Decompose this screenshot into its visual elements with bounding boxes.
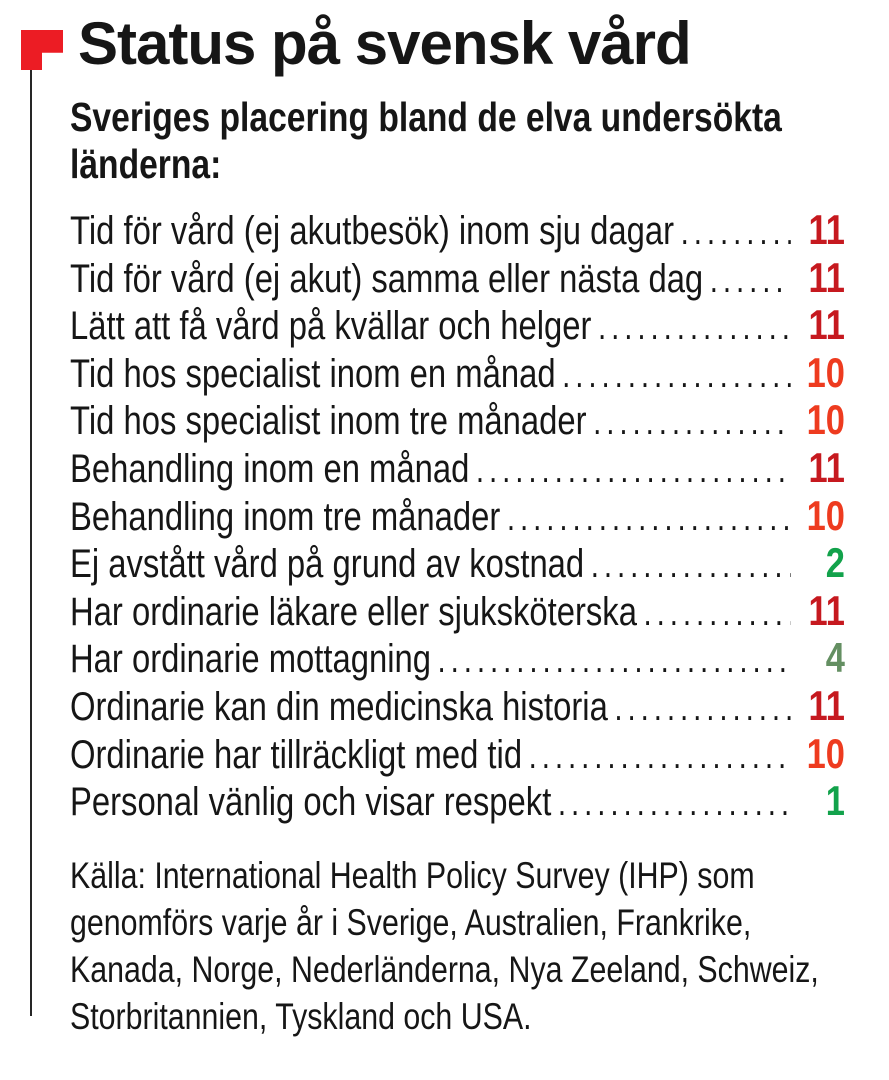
leader-dots bbox=[591, 541, 791, 589]
item-rank-value: 10 bbox=[806, 729, 845, 777]
item-label: Behandling inom tre månader bbox=[70, 494, 501, 539]
ranking-list: Tid för vård (ej akutbesök) inom sju dag… bbox=[70, 206, 845, 825]
item-rank-value: 11 bbox=[808, 206, 845, 253]
subtitle: Sveriges placering bland de elva undersö… bbox=[70, 94, 782, 188]
item-label: Ordinarie har tillräckligt med tid bbox=[70, 732, 523, 777]
leader-dots bbox=[593, 398, 791, 446]
leader-dots bbox=[438, 636, 791, 684]
item-label: Tid hos specialist inom en månad bbox=[70, 351, 556, 396]
list-item: Tid för vård (ej akutbesök) inom sju dag… bbox=[70, 206, 845, 254]
item-rank-value: 4 bbox=[825, 634, 845, 682]
list-item: Tid för vård (ej akut) samma eller nästa… bbox=[70, 254, 845, 302]
item-label: Tid för vård (ej akut) samma eller nästa… bbox=[70, 256, 704, 301]
list-item: Ordinarie kan din medicinska historia 11 bbox=[70, 682, 845, 730]
page-title: Status på svensk vård bbox=[78, 10, 692, 77]
item-rank-value: 1 bbox=[825, 777, 845, 825]
leader-dots bbox=[614, 684, 790, 732]
item-label: Har ordinarie läkare eller sjuksköterska bbox=[70, 589, 637, 634]
list-item: Ordinarie har tillräckligt med tid 10 bbox=[70, 730, 845, 778]
item-label: Tid för vård (ej akutbesök) inom sju dag… bbox=[70, 209, 675, 253]
item-rank-value: 11 bbox=[808, 253, 845, 301]
leader-dots bbox=[681, 208, 791, 256]
item-label: Har ordinarie mottagning bbox=[70, 637, 431, 682]
leader-dots bbox=[598, 303, 791, 351]
leader-dots bbox=[562, 351, 791, 399]
item-rank-value: 10 bbox=[806, 491, 845, 539]
list-item: Har ordinarie mottagning 4 bbox=[70, 634, 845, 682]
list-item: Har ordinarie läkare eller sjuksköterska… bbox=[70, 587, 845, 635]
flag-pole-line bbox=[30, 70, 32, 1016]
subtitle-line: länderna: bbox=[70, 141, 222, 187]
leader-dots bbox=[710, 256, 791, 304]
leader-dots bbox=[644, 589, 791, 637]
source-line: Källa: International Health Policy Surve… bbox=[70, 855, 755, 896]
leader-dots bbox=[476, 446, 791, 494]
item-rank-value: 11 bbox=[808, 681, 845, 729]
subtitle-line: Sveriges placering bland de elva undersö… bbox=[70, 94, 782, 140]
source-line: Storbritannien, Tyskland och USA. bbox=[70, 996, 532, 1037]
list-item: Tid hos specialist inom en månad 10 bbox=[70, 349, 845, 397]
item-rank-value: 11 bbox=[808, 301, 845, 349]
list-item: Behandling inom tre månader 10 bbox=[70, 492, 845, 540]
leader-dots bbox=[558, 779, 791, 827]
item-rank-value: 2 bbox=[825, 539, 845, 587]
item-rank-value: 11 bbox=[808, 586, 845, 634]
leader-dots bbox=[529, 732, 791, 780]
list-item: Personal vänlig och visar respekt 1 bbox=[70, 777, 845, 825]
item-label: Ej avstått vård på grund av kostnad bbox=[70, 542, 585, 587]
list-item: Tid hos specialist inom tre månader 10 bbox=[70, 396, 845, 444]
source-line: genomförs varje år i Sverige, Australien… bbox=[70, 902, 752, 943]
item-rank-value: 10 bbox=[806, 348, 845, 396]
item-rank-value: 11 bbox=[808, 443, 845, 491]
item-label: Tid hos specialist inom tre månader bbox=[70, 399, 587, 444]
source-note: Källa: International Health Policy Surve… bbox=[70, 852, 819, 1040]
item-label: Lätt att få vård på kvällar och helger bbox=[70, 304, 592, 349]
item-label: Behandling inom en månad bbox=[70, 446, 470, 491]
item-rank-value: 10 bbox=[806, 396, 845, 444]
list-item: Behandling inom en månad 11 bbox=[70, 444, 845, 492]
list-item: Lätt att få vård på kvällar och helger 11 bbox=[70, 301, 845, 349]
list-item: Ej avstått vård på grund av kostnad 2 bbox=[70, 539, 845, 587]
item-label: Ordinarie kan din medicinska historia bbox=[70, 684, 608, 729]
leader-dots bbox=[507, 494, 791, 542]
source-line: Kanada, Norge, Nederländerna, Nya Zeelan… bbox=[70, 949, 819, 990]
item-label: Personal vänlig och visar respekt bbox=[70, 780, 552, 825]
flag-icon bbox=[21, 30, 63, 70]
